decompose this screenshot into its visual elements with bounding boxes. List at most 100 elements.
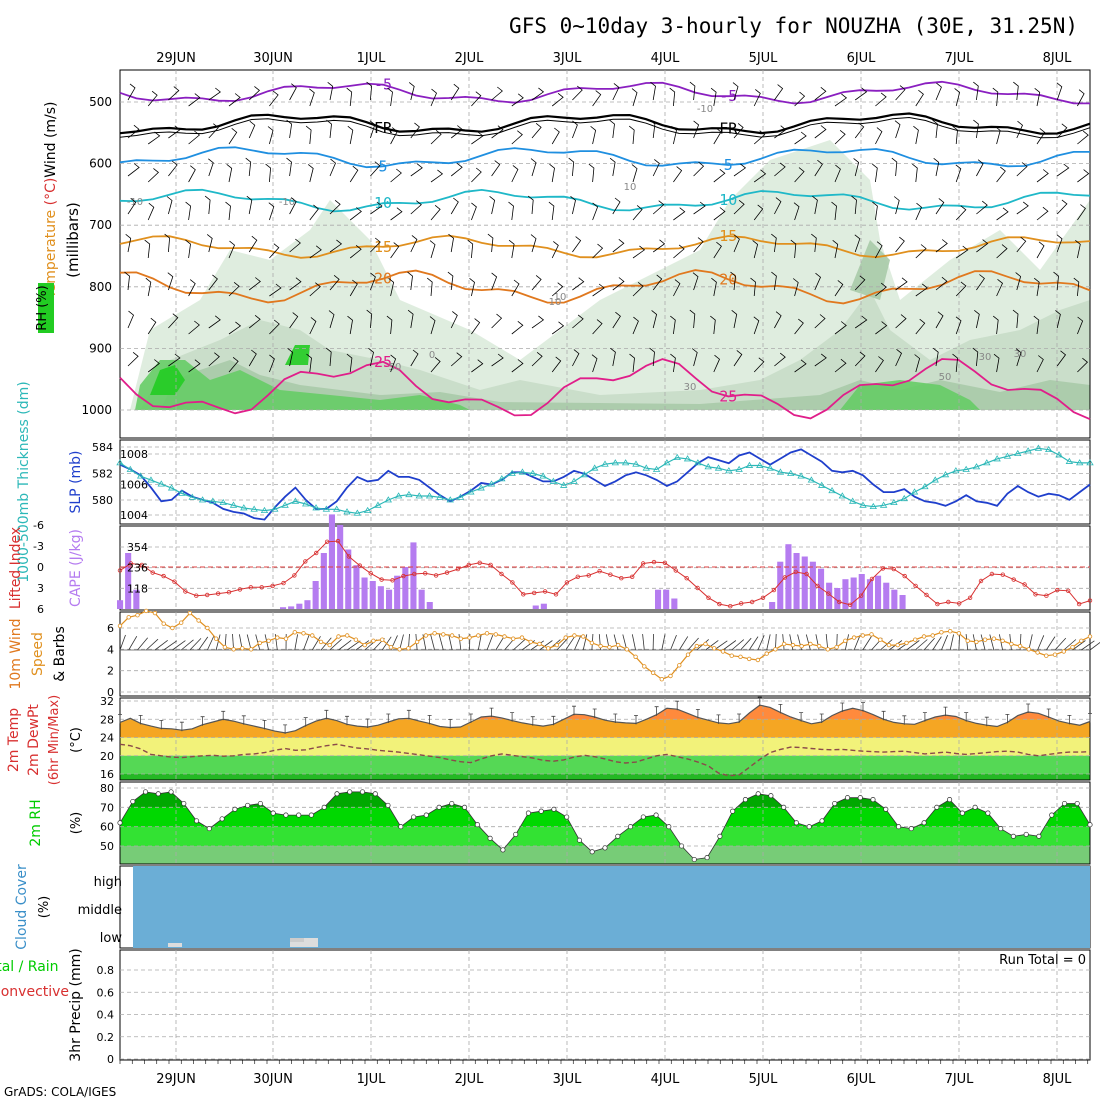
surface-wind-barb <box>355 640 370 651</box>
temp-range-bar <box>881 710 886 721</box>
cape-bar <box>891 589 898 609</box>
wind-barb <box>895 236 905 253</box>
rh-point <box>730 808 736 814</box>
wind-speed-point <box>982 637 988 642</box>
temp-range-bar <box>1005 714 1010 724</box>
surface-wind-barb <box>642 634 645 651</box>
wind-speed-point <box>808 641 813 647</box>
wind-barb <box>531 351 543 367</box>
rh-point <box>1074 800 1080 807</box>
cape-tick-label: 118 <box>127 582 148 595</box>
wind-barb <box>551 92 564 107</box>
y-tick-label: 600 <box>89 157 112 171</box>
rh-tick-label: 70 <box>100 801 114 814</box>
wind-barb <box>973 81 979 101</box>
wind-barb <box>1033 315 1040 335</box>
wind-barb <box>670 315 676 335</box>
wind-barb <box>366 309 373 329</box>
wind-speed-point <box>170 625 175 631</box>
temp-range-bar <box>510 712 515 722</box>
rh-shading <box>840 380 980 410</box>
wind-barb <box>652 274 663 291</box>
temp-range-bar <box>159 720 164 730</box>
wind-barb <box>329 239 343 253</box>
surface-wind-barb <box>958 633 960 651</box>
wind-barb <box>713 207 726 221</box>
thickness-point <box>704 463 712 470</box>
rh-contour-label: 10 <box>549 297 562 308</box>
wind-barb <box>346 353 353 373</box>
wind-barb <box>531 275 542 291</box>
rh-point <box>372 791 378 797</box>
thickness-point <box>1055 451 1063 458</box>
contour-label: 5 <box>379 157 388 175</box>
temp-range-bar <box>1046 708 1051 718</box>
wind-panel: 0 2 4 6 10m Wind Speed & Barbs <box>8 608 1100 699</box>
wind-legend-label: Wind (m/s) <box>43 101 59 177</box>
lifted-index-point <box>1055 587 1060 593</box>
wind-speed-point <box>449 633 455 638</box>
wind-barb <box>592 243 604 259</box>
wind-speed-point <box>913 637 918 642</box>
lifted-index-point <box>248 585 253 590</box>
lifted-index-point <box>749 599 755 605</box>
lifted-index-point <box>314 550 319 556</box>
lifted-index-point <box>739 601 744 606</box>
wind-speed-point <box>738 654 743 659</box>
wind-barb <box>834 280 844 297</box>
surface-wind-barb <box>582 634 588 651</box>
wind-barb <box>447 271 454 291</box>
wind-speed-point <box>624 647 629 652</box>
wind-speed-point <box>965 638 970 643</box>
surface-wind-barb <box>512 639 526 651</box>
wind-barb <box>790 239 797 259</box>
wind-barb <box>834 93 848 107</box>
rh-point <box>500 847 506 853</box>
lifted-index-point <box>379 577 384 582</box>
contour-label: 25 <box>374 353 392 371</box>
lifted-index-point <box>542 589 548 594</box>
wind-barb <box>854 315 868 329</box>
wind-barb <box>612 277 625 291</box>
wind-speed-point <box>152 610 158 616</box>
wind-barb <box>912 163 918 183</box>
wind-barb <box>147 317 157 335</box>
lifted-index-point <box>346 554 352 559</box>
top-date-label: 7JUL <box>945 51 975 66</box>
top-date-label: 5JUL <box>749 51 779 66</box>
wind-barb <box>206 234 213 253</box>
surface-wind-barb <box>163 640 178 651</box>
wind-speed-point <box>388 645 394 650</box>
wind-barb <box>592 90 602 107</box>
wind-barb <box>794 359 807 373</box>
thickness-point <box>1065 457 1074 464</box>
wind-speed-point <box>554 642 560 648</box>
wind-speed-point <box>939 630 944 635</box>
rh-point <box>819 818 825 824</box>
wind-speed-point <box>851 635 857 640</box>
wind-speed-point <box>1017 643 1023 649</box>
wind-barb <box>185 239 191 259</box>
lifted-index-point <box>521 592 526 597</box>
lifted-index-point <box>128 561 134 566</box>
wind-barb <box>248 349 257 367</box>
wind-barb <box>1077 130 1089 145</box>
thickness-point <box>1003 452 1012 459</box>
lifted-index-point <box>204 592 210 598</box>
wind-barb <box>875 356 884 373</box>
rh-point <box>1049 812 1055 818</box>
rh-contour-label: 50 <box>939 372 952 383</box>
lifted-index-point <box>215 591 221 596</box>
wind-barb <box>774 311 782 329</box>
wind-barb <box>168 125 181 139</box>
wind-barb <box>390 207 403 221</box>
wind-barb <box>671 125 677 145</box>
temp-range-bar <box>406 709 411 720</box>
thickness-point <box>343 508 351 515</box>
wind-barb <box>831 201 837 221</box>
wind-barb <box>127 124 140 139</box>
lifted-index-point <box>630 574 635 579</box>
wind-barb <box>188 165 196 183</box>
surface-wind-barb <box>989 634 995 651</box>
wind-speed-point <box>799 643 804 649</box>
